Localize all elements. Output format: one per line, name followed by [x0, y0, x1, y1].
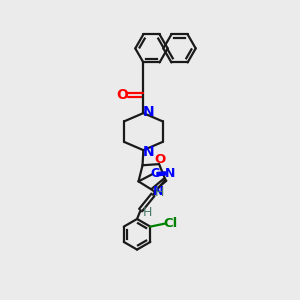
- Text: H: H: [142, 206, 152, 219]
- Text: N: N: [143, 145, 154, 159]
- Text: O: O: [116, 88, 128, 102]
- Text: O: O: [155, 154, 166, 166]
- Text: C: C: [150, 167, 160, 180]
- Text: H: H: [155, 186, 164, 199]
- Text: Cl: Cl: [164, 217, 178, 230]
- Text: N: N: [143, 105, 154, 118]
- Text: N: N: [165, 167, 175, 180]
- Text: N: N: [152, 185, 164, 198]
